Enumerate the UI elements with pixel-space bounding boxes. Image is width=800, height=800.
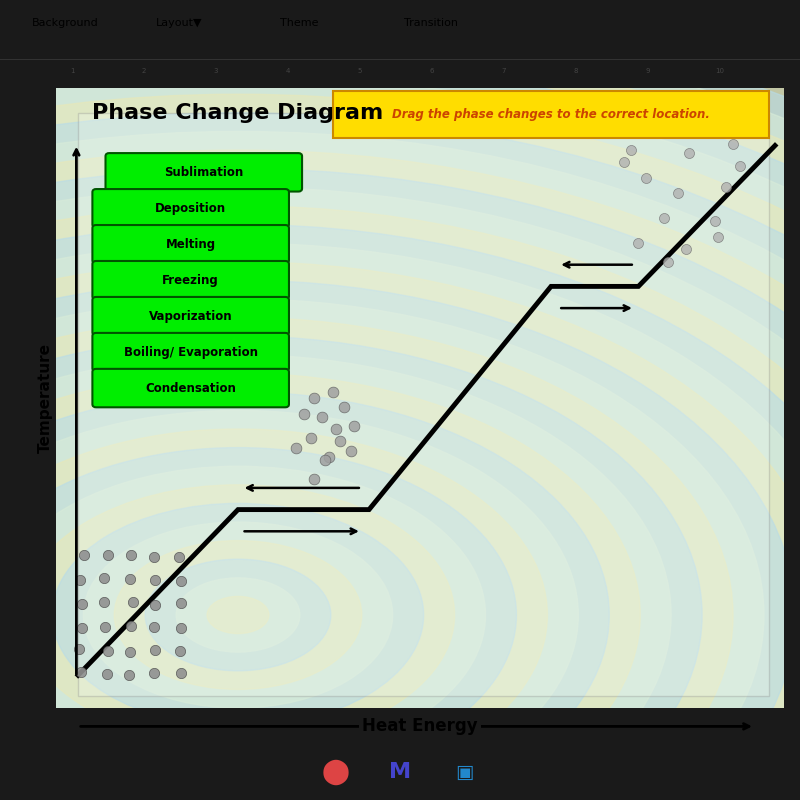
Point [98,572,110,585]
Point [726,138,739,150]
Ellipse shape [0,354,671,800]
FancyBboxPatch shape [333,91,770,138]
Point [149,598,162,611]
Point [672,187,685,200]
Text: Background: Background [32,18,98,28]
Point [679,243,692,256]
Ellipse shape [0,57,800,800]
FancyBboxPatch shape [93,369,289,407]
Ellipse shape [22,485,454,746]
Text: Layout▼: Layout▼ [156,18,202,28]
Ellipse shape [0,113,800,800]
Text: Temperature: Temperature [38,343,53,453]
Text: Sublimation: Sublimation [164,166,243,179]
Point [125,548,138,561]
Text: 1: 1 [70,68,74,74]
FancyBboxPatch shape [78,113,770,695]
Point [625,144,638,157]
Text: Transition: Transition [404,18,458,28]
Text: Vaporization: Vaporization [149,310,233,322]
Point [618,156,630,169]
Point [345,444,358,457]
Text: Deposition: Deposition [155,202,226,214]
Ellipse shape [0,280,795,800]
FancyBboxPatch shape [93,261,289,299]
FancyBboxPatch shape [93,297,289,335]
Point [322,450,335,463]
Point [734,159,746,172]
Text: Phase Change Diagram: Phase Change Diagram [93,103,384,123]
Ellipse shape [0,76,800,800]
Point [330,422,342,435]
Point [102,548,114,561]
Text: 2: 2 [142,68,146,74]
Text: Theme: Theme [280,18,318,28]
Text: 3: 3 [214,68,218,74]
Point [326,386,339,398]
Ellipse shape [0,373,640,800]
Point [174,574,187,587]
Text: 4: 4 [286,68,290,74]
Point [74,574,86,586]
Point [639,171,652,184]
Ellipse shape [176,578,300,652]
Point [126,596,139,609]
Ellipse shape [0,243,800,800]
FancyBboxPatch shape [93,189,289,227]
Text: 10: 10 [715,68,725,74]
Point [319,454,332,466]
Ellipse shape [0,262,800,800]
Text: Melting: Melting [166,238,216,250]
Point [709,215,722,228]
Point [683,146,696,159]
Text: M: M [389,762,411,782]
Ellipse shape [0,131,800,800]
Text: Drag the phase changes to the correct location.: Drag the phase changes to the correct lo… [392,108,710,121]
Ellipse shape [52,503,424,726]
Point [632,237,645,250]
Point [304,432,317,445]
Point [75,622,88,634]
Point [123,645,136,658]
Point [73,642,86,655]
Text: 8: 8 [574,68,578,74]
Point [99,621,112,634]
Point [337,401,350,414]
Ellipse shape [0,466,486,764]
Ellipse shape [0,336,702,800]
Ellipse shape [0,299,764,800]
Ellipse shape [0,150,800,800]
Point [315,410,328,423]
Point [308,391,321,404]
Point [712,230,725,243]
Point [147,666,160,679]
Ellipse shape [0,169,800,800]
Text: ▣: ▣ [455,762,473,782]
Ellipse shape [0,410,578,800]
Text: Boiling/ Evaporation: Boiling/ Evaporation [124,346,258,358]
Ellipse shape [207,597,269,634]
Ellipse shape [83,522,393,708]
Text: Heat Energy: Heat Energy [362,718,478,735]
Ellipse shape [0,38,800,800]
Point [101,667,114,680]
Point [174,622,187,635]
Point [297,407,310,420]
Point [74,666,87,678]
Point [75,598,88,611]
Point [308,472,321,485]
Point [290,441,302,454]
Text: 6: 6 [430,68,434,74]
Text: Condensation: Condensation [146,382,236,394]
Point [334,435,346,448]
Point [77,549,90,562]
FancyBboxPatch shape [93,333,289,371]
Point [174,666,187,679]
Point [705,125,718,138]
Point [172,550,185,563]
Point [175,597,188,610]
Ellipse shape [0,94,800,800]
Ellipse shape [0,187,800,800]
Point [719,181,732,194]
